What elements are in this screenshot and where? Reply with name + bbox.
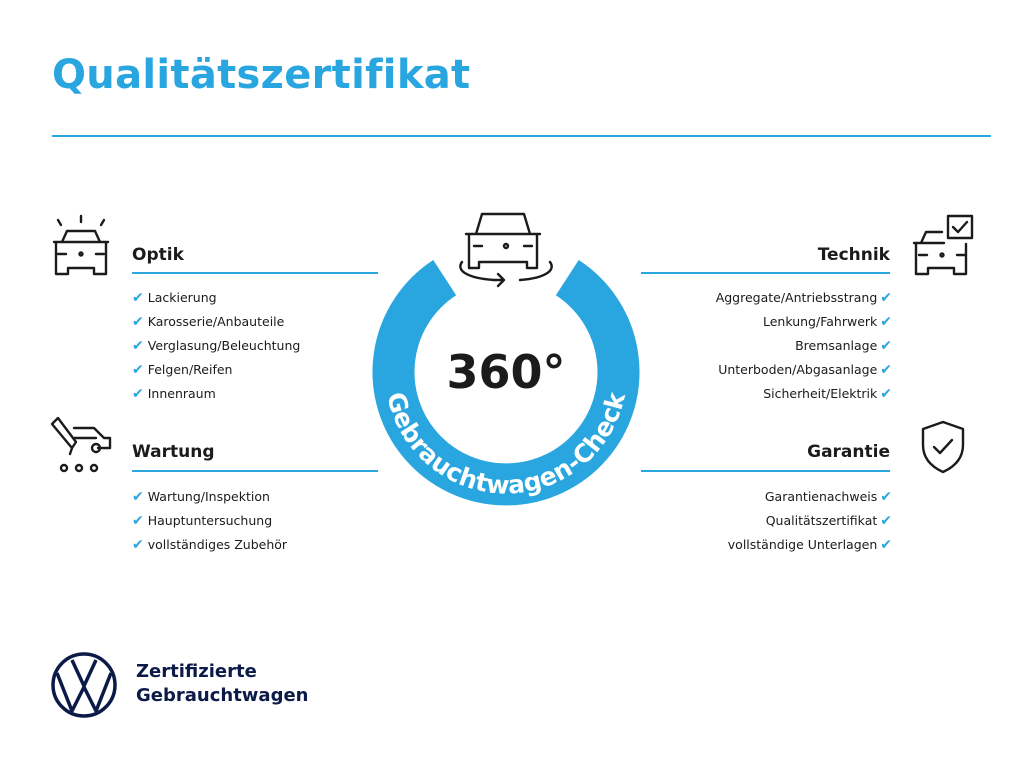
- list-item: Garantienachweis ✔: [764, 489, 892, 505]
- list-item: ✔ Felgen/Reifen: [132, 362, 233, 378]
- brand-line-1: Zertifizierte: [136, 661, 257, 682]
- list-item: Bremsanlage ✔: [795, 338, 892, 354]
- list-item: ✔ vollständiges Zubehör: [132, 537, 288, 553]
- list-item: Unterboden/Abgasanlage ✔: [718, 362, 892, 378]
- car-service-icon: [50, 416, 112, 473]
- shield-check-icon: [921, 420, 965, 474]
- degree-label: 360°: [446, 345, 565, 399]
- list-item: ✔ Verglasung/Beleuchtung: [132, 338, 301, 354]
- car-lights-icon: [52, 214, 110, 276]
- wartung-list: ✔ Wartung/Inspektion ✔ Hauptuntersuchung ✔…: [132, 485, 287, 557]
- wartung-divider: [132, 470, 378, 472]
- check-icon: ✔: [880, 489, 892, 505]
- list-item: ✔ Wartung/Inspektion: [132, 489, 270, 505]
- check-icon: ✔: [880, 386, 892, 402]
- list-item: ✔ Karosserie/Anbauteile: [132, 314, 285, 330]
- list-item: Aggregate/Antriebsstrang ✔: [715, 290, 892, 306]
- optik-heading: Optik: [132, 245, 184, 265]
- check-icon: ✔: [880, 362, 892, 378]
- list-item: ✔ Hauptuntersuchung: [132, 513, 273, 529]
- check-icon: ✔: [880, 314, 892, 330]
- garantie-divider: [641, 470, 890, 472]
- check-icon: ✔: [880, 338, 892, 354]
- page-title: Qualitätszertifikat: [52, 52, 471, 98]
- check-icon: ✔: [880, 537, 892, 553]
- technik-list: Aggregate/Antriebsstrang ✔ Lenkung/Fahrwe…: [716, 286, 892, 406]
- list-item: ✔ Innenraum: [132, 386, 216, 402]
- garantie-heading: Garantie: [807, 442, 890, 462]
- wartung-heading: Wartung: [132, 442, 215, 462]
- check-icon: ✔: [132, 386, 144, 402]
- brand-text: Zertifizierte Gebrauchtwagen: [136, 660, 308, 708]
- check-icon: ✔: [132, 362, 144, 378]
- check-icon: ✔: [132, 338, 144, 354]
- check-icon: ✔: [132, 290, 144, 306]
- check-icon: ✔: [132, 489, 144, 505]
- check-icon: ✔: [132, 314, 144, 330]
- optik-divider: [132, 272, 378, 274]
- technik-heading: Technik: [817, 245, 890, 265]
- check-icon: ✔: [880, 513, 892, 529]
- optik-list: ✔ Lackierung ✔ Karosserie/Anbauteile ✔ Verg…: [132, 286, 300, 406]
- car-checkbox-icon: [912, 214, 974, 276]
- list-item: ✔ Lackierung: [132, 290, 217, 306]
- car-rotate-icon: [459, 212, 553, 288]
- list-item: Sicherheit/Elektrik ✔: [763, 386, 892, 402]
- check-icon: ✔: [132, 513, 144, 529]
- brand-line-2: Gebrauchtwagen: [136, 685, 309, 706]
- technik-divider: [641, 272, 890, 274]
- vw-logo: [51, 652, 117, 718]
- list-item: Lenkung/Fahrwerk ✔: [763, 314, 892, 330]
- check-icon: ✔: [132, 537, 144, 553]
- list-item: Qualitätszertifikat ✔: [765, 513, 892, 529]
- garantie-list: Garantienachweis ✔ Qualitätszertifikat ✔ v…: [728, 485, 892, 557]
- check-ring: [372, 260, 640, 506]
- check-icon: ✔: [880, 290, 892, 306]
- title-divider: [52, 135, 991, 137]
- list-item: vollständige Unterlagen ✔: [727, 537, 892, 553]
